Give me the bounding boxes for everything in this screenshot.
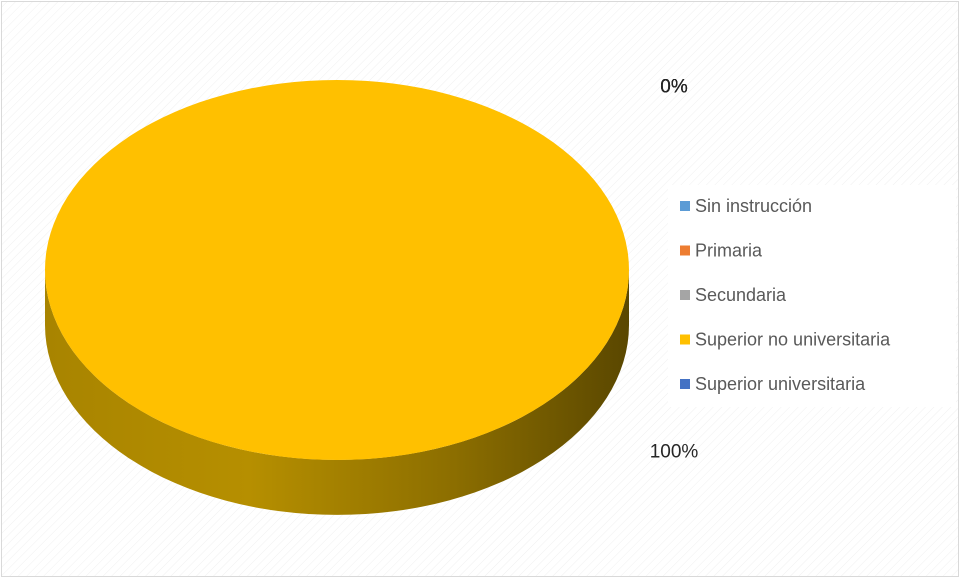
legend-swatch (680, 334, 690, 345)
data-label: 0% (660, 77, 688, 98)
legend-label: Secundaria (695, 285, 787, 305)
legend-label: Primaria (695, 240, 763, 260)
data-label: 0% (660, 77, 688, 98)
legend-swatch (680, 201, 690, 211)
legend-box (668, 185, 956, 407)
legend-label: Superior no universitaria (695, 329, 891, 349)
pie (45, 80, 629, 515)
data-label: 100% (650, 441, 699, 462)
legend: Sin instrucción Primaria Secundaria Superio… (680, 196, 891, 394)
data-labels: 0%0%0%100%0% (650, 77, 699, 463)
legend-label: Sin instrucción (695, 196, 812, 216)
legend-label: Superior universitaria (695, 374, 866, 394)
legend-swatch (680, 290, 690, 300)
legend-swatch (680, 245, 690, 256)
pie-side (45, 270, 629, 515)
data-label: 0% (660, 77, 688, 98)
data-label: 0% (660, 77, 688, 98)
pie-slice (45, 80, 629, 460)
legend-swatch (680, 379, 690, 389)
